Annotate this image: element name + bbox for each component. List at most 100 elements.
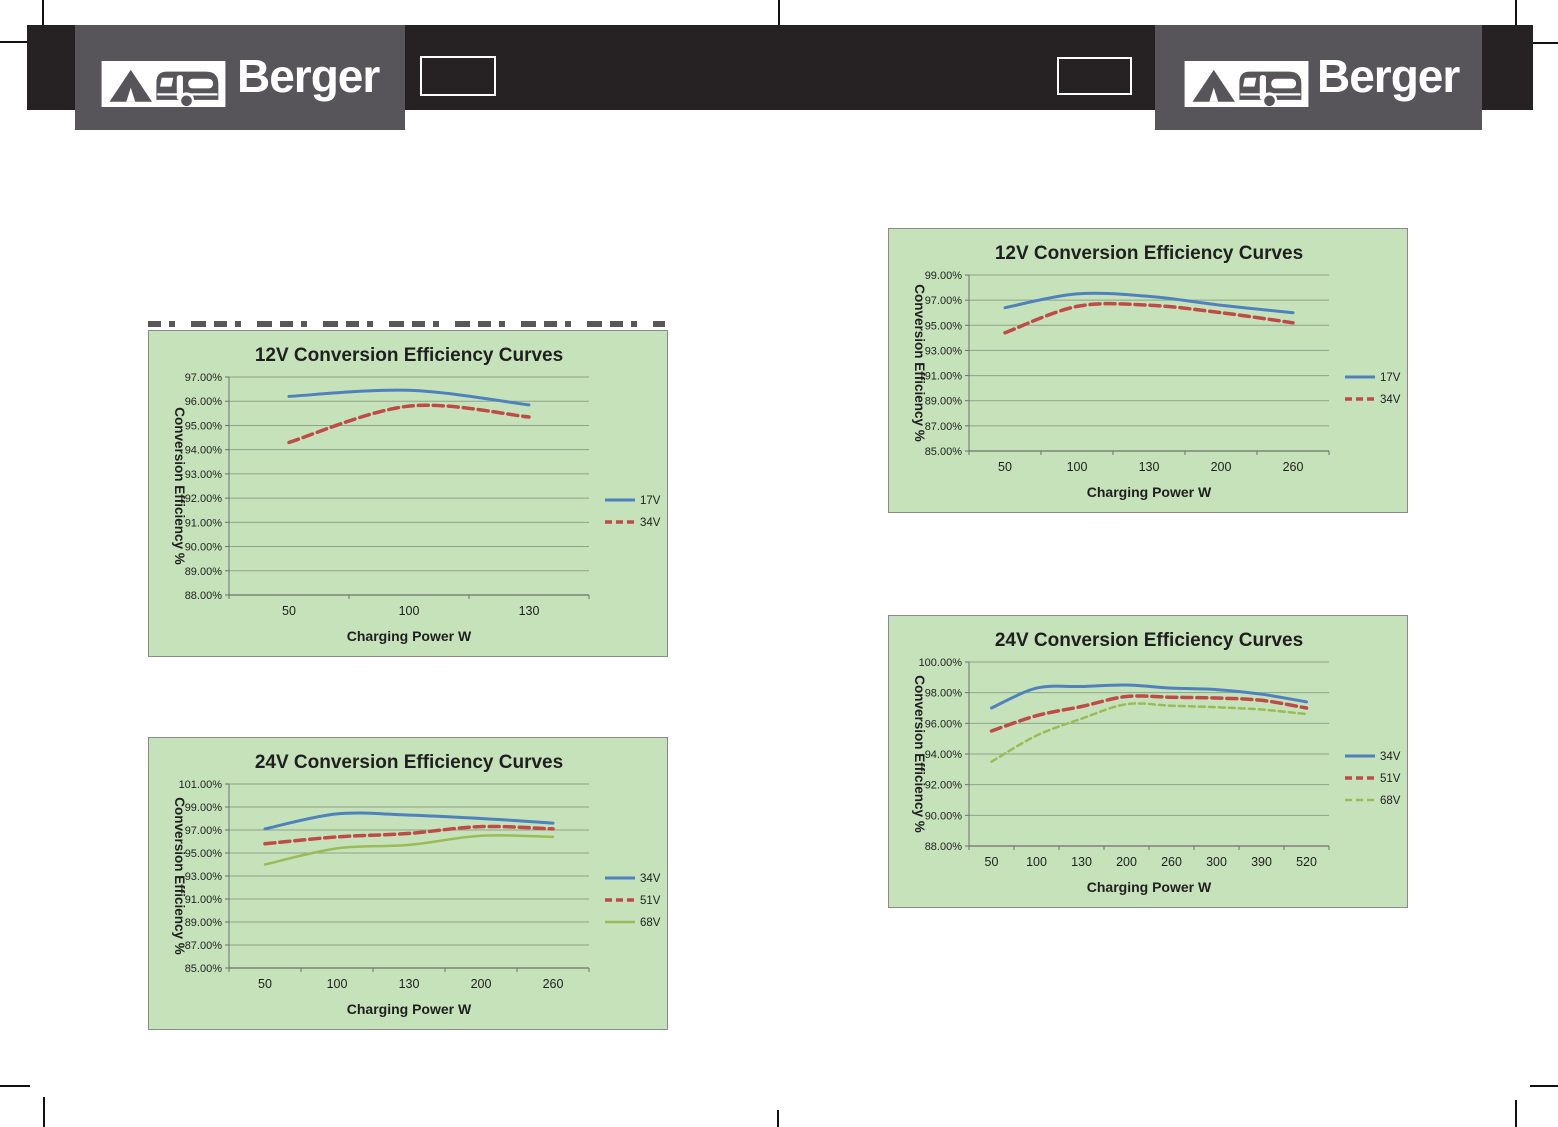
header-box-left bbox=[420, 56, 496, 96]
svg-text:100: 100 bbox=[1067, 460, 1088, 474]
chart-panel-12v-left: 88.00% 89.00% 90.00% 91.00% 92.00% 93.00% 94.0… bbox=[148, 330, 668, 657]
chart-24v-efficiency-right: 88.00% 90.00% 92.00% 94.00% 96.00% 98.00% 100.… bbox=[889, 616, 1407, 907]
svg-text:Charging Power W: Charging Power W bbox=[347, 628, 472, 644]
svg-text:34V: 34V bbox=[640, 873, 661, 885]
svg-text:100: 100 bbox=[1026, 855, 1047, 869]
svg-text:34V: 34V bbox=[1380, 751, 1401, 763]
crop-mark-bottom-left-v bbox=[43, 1097, 45, 1127]
svg-text:91.00%: 91.00% bbox=[185, 894, 223, 906]
svg-text:50: 50 bbox=[998, 460, 1012, 474]
svg-text:34V: 34V bbox=[640, 517, 661, 529]
brand-wordmark: Berger bbox=[1317, 49, 1460, 102]
chart-panel-24v-right: 88.00% 90.00% 92.00% 94.00% 96.00% 98.00% 100.… bbox=[888, 615, 1408, 908]
svg-text:91.00%: 91.00% bbox=[925, 371, 963, 383]
svg-text:260: 260 bbox=[1283, 460, 1304, 474]
svg-text:130: 130 bbox=[519, 604, 540, 618]
svg-text:90.00%: 90.00% bbox=[925, 810, 963, 822]
svg-text:Conversion Efficiency %: Conversion Efficiency % bbox=[172, 797, 187, 955]
scan-artifact-strip bbox=[148, 321, 665, 327]
svg-text:12V Conversion Efficiency Curv: 12V Conversion Efficiency Curves bbox=[255, 345, 563, 366]
svg-text:50: 50 bbox=[258, 977, 272, 991]
svg-text:87.00%: 87.00% bbox=[925, 421, 963, 433]
svg-text:200: 200 bbox=[1211, 460, 1232, 474]
svg-text:100: 100 bbox=[399, 604, 420, 618]
chart-panel-12v-right: 85.00% 87.00% 89.00% 91.00% 93.00% 95.00% 97.0… bbox=[888, 228, 1408, 513]
brand-block-left: Berger bbox=[75, 25, 405, 130]
svg-text:Conversion Efficiency %: Conversion Efficiency % bbox=[172, 407, 187, 565]
svg-text:17V: 17V bbox=[1380, 372, 1401, 384]
svg-text:94.00%: 94.00% bbox=[925, 749, 963, 761]
svg-text:68V: 68V bbox=[640, 917, 661, 929]
crop-mark-top-left-v bbox=[42, 0, 44, 28]
svg-text:97.00%: 97.00% bbox=[925, 295, 963, 307]
svg-text:99.00%: 99.00% bbox=[185, 802, 223, 814]
brand-wordmark: Berger bbox=[237, 49, 380, 102]
svg-text:100.00%: 100.00% bbox=[919, 657, 963, 669]
svg-text:92.00%: 92.00% bbox=[925, 780, 963, 792]
svg-text:200: 200 bbox=[471, 977, 492, 991]
crop-mark-bottom-right-h bbox=[1530, 1085, 1558, 1087]
crop-mark-top-left-h bbox=[0, 41, 28, 43]
chart-12v-efficiency-left: 88.00% 89.00% 90.00% 91.00% 92.00% 93.00% 94.0… bbox=[149, 331, 667, 656]
svg-text:51V: 51V bbox=[640, 895, 661, 907]
chart-panel-24v-left: 85.00% 87.00% 89.00% 91.00% 93.00% 95.00% 97.0… bbox=[148, 737, 668, 1030]
chart-12v-efficiency-right: 85.00% 87.00% 89.00% 91.00% 93.00% 95.00% 97.0… bbox=[889, 229, 1407, 512]
svg-text:89.00%: 89.00% bbox=[925, 396, 963, 408]
svg-text:97.00%: 97.00% bbox=[185, 825, 223, 837]
crop-mark-bottom-left-h bbox=[0, 1085, 30, 1087]
svg-text:98.00%: 98.00% bbox=[925, 688, 963, 700]
svg-text:93.00%: 93.00% bbox=[925, 345, 963, 357]
svg-text:96.00%: 96.00% bbox=[185, 396, 223, 408]
svg-text:24V Conversion Efficiency Curv: 24V Conversion Efficiency Curves bbox=[995, 630, 1303, 651]
crop-mark-bottom-center-v bbox=[777, 1110, 779, 1127]
svg-text:130: 130 bbox=[1139, 460, 1160, 474]
svg-text:68V: 68V bbox=[1380, 795, 1401, 807]
svg-text:50: 50 bbox=[282, 604, 296, 618]
svg-text:95.00%: 95.00% bbox=[185, 848, 223, 860]
svg-text:260: 260 bbox=[1161, 855, 1182, 869]
svg-text:300: 300 bbox=[1206, 855, 1227, 869]
svg-text:96.00%: 96.00% bbox=[925, 718, 963, 730]
berger-caravan-logo-icon bbox=[101, 61, 226, 107]
svg-text:88.00%: 88.00% bbox=[925, 841, 963, 853]
berger-caravan-logo-icon bbox=[1184, 61, 1309, 107]
svg-text:92.00%: 92.00% bbox=[185, 493, 223, 505]
svg-text:Charging Power W: Charging Power W bbox=[1087, 879, 1212, 895]
svg-text:260: 260 bbox=[543, 977, 564, 991]
svg-text:85.00%: 85.00% bbox=[185, 963, 223, 975]
brand-block-right: Berger bbox=[1155, 25, 1482, 130]
svg-text:17V: 17V bbox=[640, 495, 661, 507]
svg-text:390: 390 bbox=[1251, 855, 1272, 869]
svg-text:95.00%: 95.00% bbox=[925, 320, 963, 332]
svg-text:100: 100 bbox=[327, 977, 348, 991]
svg-text:Charging Power W: Charging Power W bbox=[347, 1001, 472, 1017]
svg-text:93.00%: 93.00% bbox=[185, 871, 223, 883]
crop-mark-top-right-v bbox=[1515, 0, 1517, 30]
crop-mark-top-right-h bbox=[1530, 42, 1558, 44]
svg-text:94.00%: 94.00% bbox=[185, 445, 223, 457]
svg-text:101.00%: 101.00% bbox=[179, 779, 223, 791]
crop-mark-top-center-v bbox=[778, 0, 780, 25]
svg-text:34V: 34V bbox=[1380, 394, 1401, 406]
svg-text:87.00%: 87.00% bbox=[185, 940, 223, 952]
svg-text:24V Conversion Efficiency Curv: 24V Conversion Efficiency Curves bbox=[255, 752, 563, 773]
svg-text:51V: 51V bbox=[1380, 773, 1401, 785]
svg-text:93.00%: 93.00% bbox=[185, 469, 223, 481]
svg-text:50: 50 bbox=[985, 855, 999, 869]
svg-text:97.00%: 97.00% bbox=[185, 372, 223, 384]
svg-text:200: 200 bbox=[1116, 855, 1137, 869]
svg-text:130: 130 bbox=[399, 977, 420, 991]
svg-text:12V Conversion Efficiency Curv: 12V Conversion Efficiency Curves bbox=[995, 243, 1303, 264]
svg-text:85.00%: 85.00% bbox=[925, 446, 963, 458]
svg-text:99.00%: 99.00% bbox=[925, 270, 963, 282]
svg-text:95.00%: 95.00% bbox=[185, 420, 223, 432]
header-box-right bbox=[1057, 57, 1132, 95]
svg-text:89.00%: 89.00% bbox=[185, 917, 223, 929]
svg-text:91.00%: 91.00% bbox=[185, 517, 223, 529]
svg-text:89.00%: 89.00% bbox=[185, 566, 223, 578]
svg-text:88.00%: 88.00% bbox=[185, 590, 223, 602]
svg-text:Conversion Efficiency %: Conversion Efficiency % bbox=[912, 284, 927, 442]
svg-text:130: 130 bbox=[1071, 855, 1092, 869]
svg-text:Conversion Efficiency %: Conversion Efficiency % bbox=[912, 675, 927, 833]
